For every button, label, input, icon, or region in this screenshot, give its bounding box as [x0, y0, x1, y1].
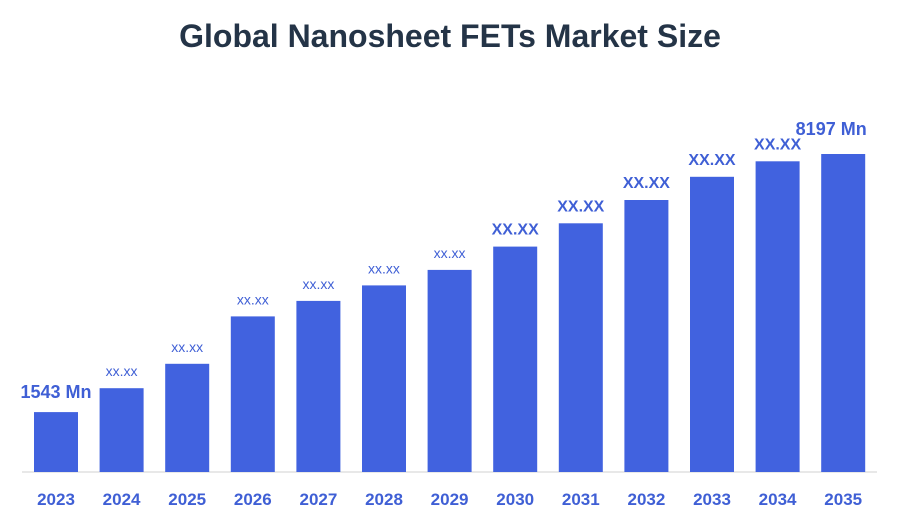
data-label-2024: xx.xx [106, 363, 138, 379]
data-label-2027: xx.xx [302, 276, 334, 292]
data-label-2031: XX.XX [557, 198, 604, 215]
x-tick-2029: 2029 [431, 490, 469, 509]
data-label-2023: 1543 Mn [20, 382, 91, 402]
data-label-2030: XX.XX [492, 222, 539, 239]
bar-2028 [362, 285, 406, 472]
x-tick-2026: 2026 [234, 490, 272, 509]
data-label-2034: XX.XX [754, 136, 801, 153]
x-tick-2034: 2034 [759, 490, 797, 509]
bar-2027 [296, 300, 341, 472]
x-tick-labels-group: 2023 2024 2025 2026 2027 2028 2029 2030 2031 2032… [37, 490, 862, 509]
x-tick-2032: 2032 [627, 490, 665, 509]
bar-2032 [624, 200, 669, 472]
data-labels-group: 1543 Mn xx.xx xx.xx xx.xx xx.xx xx.xx xx.xx XX.… [20, 119, 866, 402]
bar-2025 [165, 363, 210, 472]
data-label-2035: 8197 Mn [796, 119, 867, 139]
x-tick-2028: 2028 [365, 490, 403, 509]
x-tick-2035: 2035 [824, 490, 862, 509]
data-label-2026: xx.xx [237, 291, 269, 307]
x-tick-2025: 2025 [168, 490, 206, 509]
data-label-2028: xx.xx [368, 260, 400, 276]
bar-2033 [690, 176, 734, 473]
bar-2035 [821, 154, 866, 472]
data-label-2033: XX.XX [688, 152, 735, 169]
bar-2030 [493, 246, 538, 472]
bar-2031 [558, 223, 603, 472]
bar-2034 [755, 161, 800, 473]
x-tick-2030: 2030 [496, 490, 534, 509]
x-tick-2023: 2023 [37, 490, 75, 509]
bar-2024 [99, 388, 144, 472]
x-tick-2024: 2024 [103, 490, 141, 509]
bars-group [34, 154, 866, 473]
data-label-2032: XX.XX [623, 175, 670, 192]
data-label-2025: xx.xx [171, 339, 203, 355]
data-label-2029: xx.xx [434, 245, 466, 261]
x-tick-2033: 2033 [693, 490, 731, 509]
bar-2029 [427, 269, 472, 472]
x-tick-2027: 2027 [299, 490, 337, 509]
bar-2026 [230, 316, 275, 472]
chart-title: Global Nanosheet FETs Market Size [179, 18, 721, 54]
bar-2023 [34, 412, 78, 472]
x-tick-2031: 2031 [562, 490, 600, 509]
